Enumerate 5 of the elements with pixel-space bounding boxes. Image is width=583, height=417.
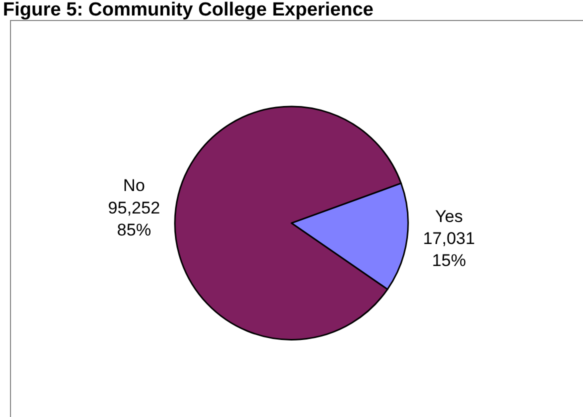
chart-title: Figure 5: Community College Experience bbox=[2, 0, 374, 20]
slice-label: Yes bbox=[435, 206, 463, 226]
data-label: 95,252 85% bbox=[108, 198, 160, 240]
slice-label: No bbox=[123, 176, 145, 196]
data-label: 17,031 15% bbox=[422, 228, 475, 270]
